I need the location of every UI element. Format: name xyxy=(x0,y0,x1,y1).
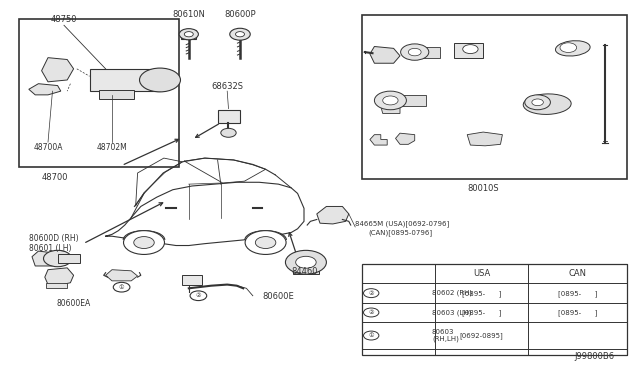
Text: [0692-0895]: [0692-0895] xyxy=(460,332,504,339)
Text: ②: ② xyxy=(369,310,374,315)
Polygon shape xyxy=(381,106,400,113)
Bar xyxy=(58,254,80,263)
Text: 80603
(RH,LH): 80603 (RH,LH) xyxy=(432,329,459,342)
Circle shape xyxy=(184,32,193,37)
Circle shape xyxy=(525,95,550,110)
Circle shape xyxy=(532,99,543,106)
Text: [0895-      ]: [0895- ] xyxy=(462,309,501,316)
Text: 48750: 48750 xyxy=(51,15,77,24)
Text: J99800B6: J99800B6 xyxy=(574,352,614,361)
Polygon shape xyxy=(106,270,138,281)
Text: 80600EA: 80600EA xyxy=(56,299,91,308)
Text: ①: ① xyxy=(369,333,374,338)
Text: CAN: CAN xyxy=(568,269,587,278)
Text: [0895-      ]: [0895- ] xyxy=(558,290,597,296)
Text: 80603 (LH): 80603 (LH) xyxy=(432,309,472,316)
Text: [0895-      ]: [0895- ] xyxy=(462,290,501,296)
Text: 80601 (LH): 80601 (LH) xyxy=(29,244,71,253)
Bar xyxy=(454,43,483,58)
Text: 80600P: 80600P xyxy=(224,10,256,19)
Circle shape xyxy=(113,282,130,292)
Text: 80600E: 80600E xyxy=(262,292,294,301)
Circle shape xyxy=(560,43,577,52)
Ellipse shape xyxy=(556,41,590,56)
Circle shape xyxy=(245,231,286,254)
Text: USA: USA xyxy=(473,269,490,278)
Polygon shape xyxy=(317,206,349,224)
Text: 68632S: 68632S xyxy=(211,82,243,91)
Bar xyxy=(182,275,202,285)
Text: ①: ① xyxy=(119,285,124,290)
Circle shape xyxy=(364,308,379,317)
Circle shape xyxy=(285,250,326,274)
Text: 48700A: 48700A xyxy=(33,143,63,152)
Circle shape xyxy=(463,45,478,54)
Text: [0895-      ]: [0895- ] xyxy=(558,309,597,316)
Circle shape xyxy=(364,331,379,340)
Text: 84665M (USA)[0692-0796]: 84665M (USA)[0692-0796] xyxy=(355,220,449,227)
Bar xyxy=(415,46,440,58)
Circle shape xyxy=(296,256,316,268)
Text: 48702M: 48702M xyxy=(97,143,127,152)
Circle shape xyxy=(44,250,72,267)
Circle shape xyxy=(190,291,207,301)
Circle shape xyxy=(255,237,276,248)
Bar xyxy=(362,15,627,179)
Circle shape xyxy=(140,68,180,92)
Text: ②: ② xyxy=(196,293,201,298)
Text: 84460: 84460 xyxy=(291,267,317,276)
Polygon shape xyxy=(370,135,387,145)
Bar xyxy=(99,90,134,99)
Polygon shape xyxy=(32,251,58,266)
Circle shape xyxy=(230,28,250,40)
Polygon shape xyxy=(46,283,67,288)
Circle shape xyxy=(383,96,398,105)
Circle shape xyxy=(374,91,406,110)
Bar xyxy=(362,264,627,355)
Bar xyxy=(390,95,426,106)
Text: 80600D (RH): 80600D (RH) xyxy=(29,234,79,243)
Bar xyxy=(90,69,160,91)
Bar xyxy=(19,19,179,167)
Text: 80010S: 80010S xyxy=(467,184,499,193)
Circle shape xyxy=(221,128,236,137)
Circle shape xyxy=(401,44,429,60)
Circle shape xyxy=(134,237,154,248)
Text: 80610N: 80610N xyxy=(172,10,205,19)
Polygon shape xyxy=(370,46,400,63)
Circle shape xyxy=(179,29,198,40)
Bar xyxy=(293,269,319,274)
Circle shape xyxy=(408,48,421,56)
Bar xyxy=(218,110,240,123)
Polygon shape xyxy=(467,132,502,146)
Polygon shape xyxy=(42,58,74,82)
Ellipse shape xyxy=(524,94,571,115)
Circle shape xyxy=(236,32,244,37)
Polygon shape xyxy=(29,84,61,95)
Text: 48700: 48700 xyxy=(41,173,68,182)
Bar xyxy=(181,30,196,39)
Polygon shape xyxy=(45,268,74,286)
Polygon shape xyxy=(396,133,415,144)
Text: ②: ② xyxy=(369,291,374,296)
Text: (CAN)[0895-0796]: (CAN)[0895-0796] xyxy=(368,230,432,236)
Circle shape xyxy=(364,289,379,298)
Circle shape xyxy=(124,231,164,254)
Text: 80602 (RH): 80602 (RH) xyxy=(432,290,472,296)
